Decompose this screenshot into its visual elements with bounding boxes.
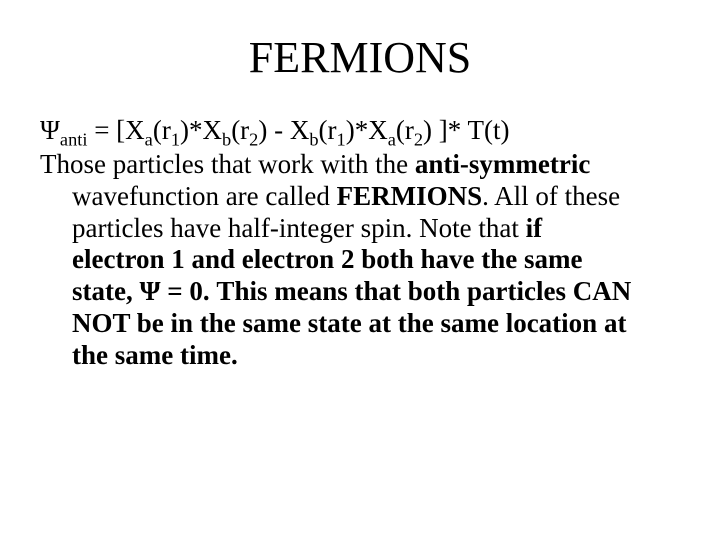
sub-a1: a bbox=[145, 129, 153, 149]
text-run: electron 1 and electron 2 both have the … bbox=[72, 244, 582, 274]
eq-frag: ) - X bbox=[258, 115, 309, 145]
sub-2b: 2 bbox=[414, 129, 423, 149]
psi-symbol-2: Ψ bbox=[139, 276, 160, 306]
eq-frag: (r bbox=[231, 115, 249, 145]
sub-b2: b bbox=[309, 129, 318, 149]
eq-frag: )*X bbox=[180, 115, 222, 145]
psi-subscript: anti bbox=[60, 129, 88, 149]
sub-1b: 1 bbox=[337, 129, 346, 149]
line: wavefunction are called FERMIONS. All of… bbox=[40, 181, 680, 213]
slide: FERMIONS Ψanti = [Xa(r1)*Xb(r2) - Xb(r1)… bbox=[0, 0, 720, 540]
sub-2a: 2 bbox=[249, 129, 258, 149]
psi-symbol: Ψ bbox=[40, 115, 60, 145]
text-run: state, bbox=[72, 276, 139, 306]
text-run: . All of these bbox=[482, 181, 620, 211]
eq-frag: = [X bbox=[87, 115, 144, 145]
text-run: Those particles that work with the bbox=[40, 149, 415, 179]
line-bold: NOT be in the same state at the same loc… bbox=[40, 308, 680, 340]
line-bold: the same time. bbox=[40, 340, 680, 372]
eq-frag: (r bbox=[153, 115, 171, 145]
line: particles have half-integer spin. Note t… bbox=[40, 213, 680, 245]
eq-frag: (r bbox=[319, 115, 337, 145]
eq-frag: ) ]* T(t) bbox=[423, 115, 509, 145]
sub-1a: 1 bbox=[171, 129, 180, 149]
eq-frag: )*X bbox=[346, 115, 388, 145]
text-run: = 0. This means that both particles CAN bbox=[161, 276, 632, 306]
slide-body: Ψanti = [Xa(r1)*Xb(r2) - Xb(r1)*Xa(r2) ]… bbox=[40, 115, 680, 372]
paragraph: Those particles that work with the anti-… bbox=[40, 149, 680, 372]
bold-if: if bbox=[526, 213, 543, 243]
sub-b1: b bbox=[222, 129, 231, 149]
equation-line: Ψanti = [Xa(r1)*Xb(r2) - Xb(r1)*Xa(r2) ]… bbox=[40, 115, 680, 147]
bold-fermions: FERMIONS bbox=[337, 181, 483, 211]
bold-anti-symmetric: anti-symmetric bbox=[415, 149, 590, 179]
text-run: particles have half-integer spin. Note t… bbox=[72, 213, 526, 243]
sub-a2: a bbox=[388, 129, 396, 149]
line-bold: electron 1 and electron 2 both have the … bbox=[40, 244, 680, 276]
text-run: wavefunction are called bbox=[72, 181, 337, 211]
text-run: the same time. bbox=[72, 340, 238, 370]
line-bold: state, Ψ = 0. This means that both parti… bbox=[40, 276, 680, 308]
slide-title: FERMIONS bbox=[40, 32, 680, 83]
eq-frag: (r bbox=[396, 115, 414, 145]
text-run: NOT be in the same state at the same loc… bbox=[72, 308, 626, 338]
